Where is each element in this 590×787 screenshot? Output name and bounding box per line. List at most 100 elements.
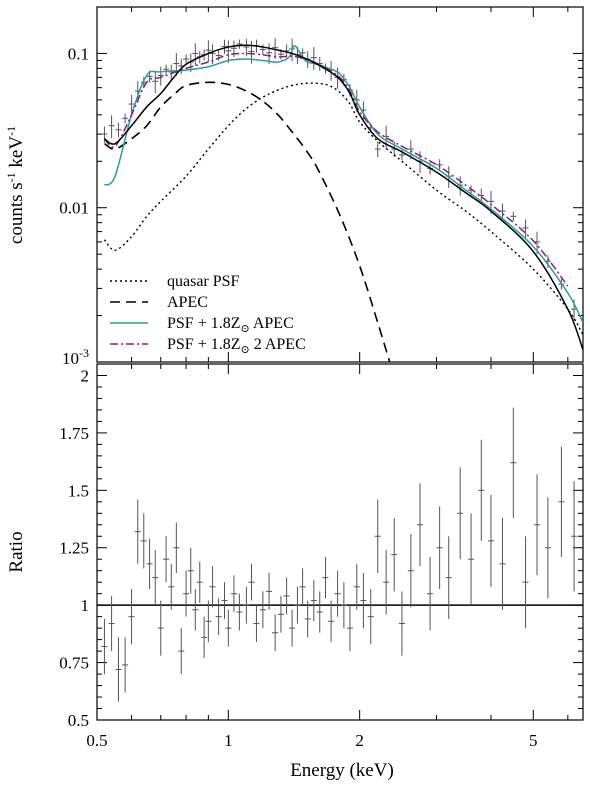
ratio-data-point — [334, 570, 341, 617]
ratio-y-tick-label: 2 — [81, 366, 90, 385]
spectrum-data-point — [243, 38, 250, 57]
model-curves — [103, 44, 583, 362]
spectrum-data-point — [192, 43, 199, 66]
ratio-data-point — [248, 563, 255, 601]
spectrum-panel: 0.1 0.01 10-3 quasar PSF APEC PSF + 1.8Z⊙ APE… — [59, 6, 584, 368]
ratio-data-point — [478, 439, 485, 541]
psf-2apec-curve — [103, 52, 569, 287]
spectrum-data-point — [248, 41, 255, 64]
ratio-y-tick-label: 1.25 — [59, 539, 89, 558]
spectrum-data-point — [221, 39, 228, 54]
ratio-data-point — [328, 600, 335, 642]
ratio-data-point — [445, 536, 452, 619]
ratio-data-point — [427, 556, 434, 631]
ratio-frame — [96, 363, 584, 721]
ratio-data-point — [173, 522, 180, 574]
ratio-data-point — [289, 609, 296, 647]
ratio-data-point — [108, 595, 115, 652]
legend-entry: APEC — [110, 294, 208, 311]
spectrum-data-point — [225, 40, 232, 64]
ratio-data-point — [230, 575, 237, 613]
ratio-data-point — [152, 550, 159, 606]
ratio-data-point — [299, 568, 306, 606]
ratio-y-axis-label: Ratio — [6, 531, 27, 572]
spectrum-data-point — [163, 64, 170, 75]
ratio-data-point — [209, 566, 216, 608]
legend-entry: quasar PSF — [110, 273, 240, 290]
spectrum-data-point — [510, 211, 517, 222]
ratio-data-point — [407, 533, 414, 608]
ratio-data-point — [391, 517, 398, 592]
ratio-y-tick-label: 0.75 — [59, 654, 89, 673]
x-tick-label: 0.5 — [86, 731, 107, 750]
spectrum-data-point — [152, 71, 159, 94]
spectrum-y-axis-label: counts s-1 keV-1 — [4, 126, 27, 244]
ratio-data-point — [340, 582, 347, 629]
ratio-data-point — [353, 563, 360, 610]
ratio-data-point — [510, 407, 517, 518]
legend-label: PSF + 1.8Z⊙ 2 APEC — [167, 336, 306, 356]
ratio-data-point — [571, 481, 578, 592]
ratio-data-point — [367, 589, 374, 645]
x-tick-label: 1 — [224, 731, 233, 750]
spectrum-y-tick-label: 0.01 — [59, 199, 89, 218]
ratio-data-point — [304, 600, 311, 638]
spectrum-data-point — [205, 40, 212, 62]
ratio-data-point — [243, 586, 250, 624]
spectrum-data-point — [128, 94, 135, 115]
ratio-data-point — [253, 605, 260, 642]
ratio-data-point — [236, 593, 243, 631]
ratio-data-point — [294, 586, 301, 624]
spectrum-data-point — [310, 47, 317, 70]
ratio-y-tick-label: 0.5 — [68, 711, 89, 730]
ratio-data-point — [115, 637, 122, 702]
spectrum-data-point — [115, 122, 122, 138]
ratio-data-point — [436, 506, 443, 590]
ratio-data-point — [146, 538, 153, 590]
ratio-data-point — [488, 494, 495, 587]
ratio-data-point — [417, 483, 424, 567]
x-axis-label: Energy (keV) — [290, 760, 394, 781]
ratio-data-point — [178, 628, 185, 675]
ratio-data-point — [101, 618, 108, 675]
ratio-data-point — [346, 605, 353, 652]
spectrum-data-point — [266, 43, 273, 64]
ratio-data-point — [168, 563, 175, 610]
ratio-data-point — [277, 595, 284, 633]
spectrum-y-tick-label: 10-3 — [62, 346, 89, 368]
legend-label: APEC — [167, 294, 208, 311]
psf-apec-curve — [103, 45, 583, 323]
ratio-data-point — [468, 513, 475, 606]
ratio-data-point — [534, 474, 541, 576]
ratio-data-point — [374, 499, 381, 574]
ratio-data-point — [205, 600, 212, 642]
spectrum-data-point — [215, 50, 222, 61]
ratio-data-point — [259, 591, 266, 629]
spectrum-data-point — [522, 219, 529, 238]
ratio-y-tick-label: 1 — [81, 596, 90, 615]
ratio-data-point — [128, 589, 135, 645]
ratio-data-point — [283, 577, 290, 615]
spectrum-data-point — [407, 140, 414, 160]
apec-curve — [103, 81, 391, 362]
ratio-data-point — [272, 614, 279, 652]
spectrum-data-point — [108, 115, 115, 139]
ratio-data-point — [201, 616, 208, 658]
ratio-data-point — [140, 513, 147, 569]
x-tick-label: 2 — [355, 731, 364, 750]
ratio-data-point — [196, 561, 203, 603]
ratio-data-point — [183, 570, 190, 617]
ratio-data-point — [187, 547, 194, 594]
total-model-curve — [104, 44, 583, 351]
ratio-data-point — [310, 579, 317, 622]
ratio-data-point — [192, 589, 199, 631]
spectrum-data-point — [272, 38, 279, 59]
ratio-data-point — [316, 591, 323, 633]
x-tick-label: 5 — [529, 731, 538, 750]
ratio-data-point — [215, 598, 222, 636]
ratio-y-tick-label: 1.75 — [59, 424, 89, 443]
spectrum-data-point — [259, 44, 266, 56]
spectrum-data-point — [101, 126, 108, 143]
